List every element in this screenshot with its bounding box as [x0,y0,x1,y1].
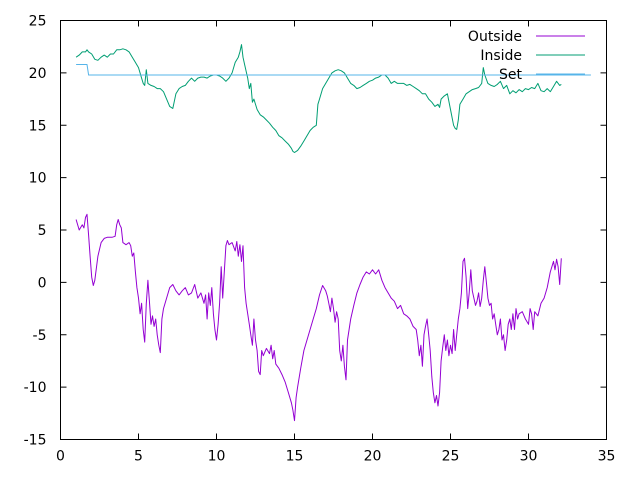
x-tick-label: 10 [208,449,226,465]
y-tick-label: -15 [24,433,47,449]
plot-frame [60,20,607,440]
legend-label-set: Set [499,67,523,83]
x-tick-label: 15 [286,449,304,465]
x-tick-label: 0 [56,449,65,465]
y-tick-label: -5 [33,328,47,344]
x-tick-label: 5 [134,449,143,465]
y-tick-label: 15 [29,118,47,134]
plot-area [60,20,607,440]
legend: Outside Inside Set [468,29,585,83]
series-lines [75,44,591,422]
axis-ticks [60,20,607,440]
legend-label-inside: Inside [480,48,522,64]
series-line-set [76,64,591,76]
y-tick-label: 25 [29,14,47,30]
y-tick-label: 5 [38,223,47,239]
series-line-outside [75,213,562,422]
y-tick-label: 0 [38,275,47,291]
series-line-inside [75,44,562,153]
x-tick-label: 20 [364,449,382,465]
y-tick-label: 10 [29,171,47,187]
x-tick-label: 35 [598,449,616,465]
x-tick-label: 25 [442,449,460,465]
legend-label-outside: Outside [468,29,522,45]
y-tick-label: 20 [29,66,47,82]
y-tick-label: -10 [24,380,47,396]
axis-tick-labels: 0 5 10 15 20 25 30 35 -15 -10 -5 0 5 10 15 20 25 [24,14,616,465]
x-tick-label: 30 [520,449,538,465]
